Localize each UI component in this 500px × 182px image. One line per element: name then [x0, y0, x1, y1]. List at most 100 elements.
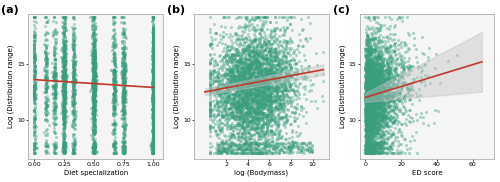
Point	[62, 83, 70, 86]
Point	[221, 104, 229, 107]
Point	[362, 111, 370, 114]
Point	[150, 33, 158, 36]
Point	[90, 130, 98, 133]
Point	[148, 134, 156, 137]
Point	[364, 109, 372, 112]
Point	[88, 120, 96, 122]
Point	[244, 75, 252, 78]
Point	[391, 53, 399, 56]
Point	[378, 70, 386, 72]
Point	[248, 78, 256, 81]
Point	[250, 123, 258, 126]
Point	[391, 136, 399, 139]
Point	[120, 134, 128, 137]
Point	[386, 54, 394, 57]
Point	[244, 82, 252, 85]
Point	[365, 111, 373, 114]
Point	[242, 65, 250, 68]
Point	[120, 101, 128, 104]
Point	[236, 106, 244, 109]
Point	[430, 122, 438, 125]
Point	[262, 68, 270, 71]
Point	[90, 45, 98, 48]
Point	[121, 104, 129, 107]
Point	[206, 88, 214, 91]
Point	[252, 109, 260, 112]
Point	[150, 86, 158, 89]
Point	[369, 90, 377, 93]
Point	[364, 94, 372, 97]
Point	[405, 47, 413, 50]
Point	[368, 25, 376, 28]
Point	[372, 104, 380, 106]
Point	[90, 146, 98, 149]
Point	[118, 110, 126, 113]
Point	[240, 127, 248, 130]
Point	[150, 79, 158, 82]
Point	[241, 138, 249, 141]
Point	[243, 93, 251, 96]
Point	[364, 83, 372, 86]
Point	[42, 88, 50, 91]
Point	[247, 98, 255, 100]
Point	[148, 94, 156, 97]
Point	[366, 103, 374, 106]
Point	[288, 146, 296, 149]
Point	[234, 71, 242, 74]
Point	[362, 70, 370, 73]
Point	[373, 89, 381, 92]
Point	[277, 85, 285, 88]
Point	[150, 54, 158, 57]
Point	[150, 106, 158, 109]
Point	[262, 102, 270, 104]
Point	[364, 144, 372, 147]
Point	[382, 129, 390, 132]
Point	[370, 146, 378, 149]
Point	[293, 78, 301, 81]
Point	[111, 96, 119, 99]
Point	[263, 113, 271, 116]
Point	[245, 93, 253, 96]
Point	[70, 83, 78, 86]
Point	[52, 132, 60, 135]
Point	[374, 82, 382, 85]
Point	[364, 71, 372, 74]
Point	[256, 82, 264, 85]
Point	[282, 112, 290, 115]
Point	[223, 101, 231, 104]
Point	[120, 96, 128, 99]
Point	[233, 99, 241, 102]
Point	[374, 50, 382, 53]
Point	[362, 135, 370, 138]
Point	[272, 59, 280, 62]
Point	[366, 47, 374, 50]
Point	[88, 107, 96, 110]
Point	[148, 102, 156, 104]
Point	[61, 69, 69, 72]
Point	[119, 92, 127, 95]
Point	[240, 75, 248, 78]
Point	[120, 80, 128, 83]
Point	[150, 123, 158, 126]
Point	[30, 91, 38, 94]
Point	[90, 86, 98, 89]
Point	[367, 102, 375, 105]
Point	[363, 89, 371, 92]
Point	[265, 112, 273, 115]
Point	[266, 152, 274, 155]
Point	[226, 143, 234, 146]
Point	[372, 150, 380, 153]
Point	[70, 81, 78, 84]
Point	[71, 148, 79, 151]
Point	[255, 101, 263, 104]
Point	[228, 77, 235, 80]
Point	[263, 86, 271, 89]
Point	[382, 67, 390, 70]
Point	[380, 94, 388, 97]
Point	[254, 151, 262, 154]
Point	[375, 69, 383, 72]
Point	[280, 116, 288, 119]
Point	[240, 61, 248, 64]
Point	[259, 142, 267, 145]
Point	[368, 124, 376, 127]
